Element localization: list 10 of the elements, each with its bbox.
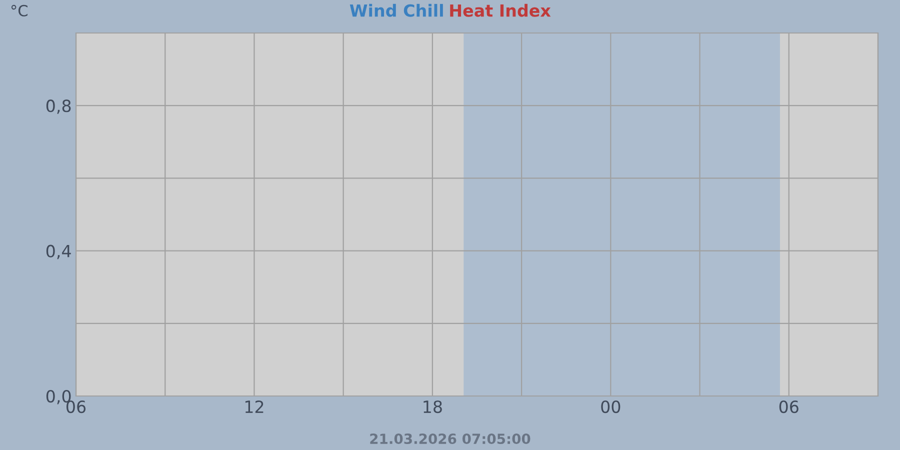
x-tick-label: 00 xyxy=(601,400,620,414)
y-tick-label: 0,4 xyxy=(46,244,71,260)
x-tick-label: 12 xyxy=(245,400,264,413)
legend-label: Heat Index xyxy=(450,4,551,17)
legend-label: Wind Chill xyxy=(350,4,443,17)
y-tick-label: 0,8 xyxy=(46,100,71,114)
x-tick-label: 18 xyxy=(424,400,442,414)
y-axis-title: °C xyxy=(11,4,28,16)
text: 21.03.2026 07:05:00 xyxy=(370,434,530,444)
x-tick-label: 06 xyxy=(779,400,798,414)
